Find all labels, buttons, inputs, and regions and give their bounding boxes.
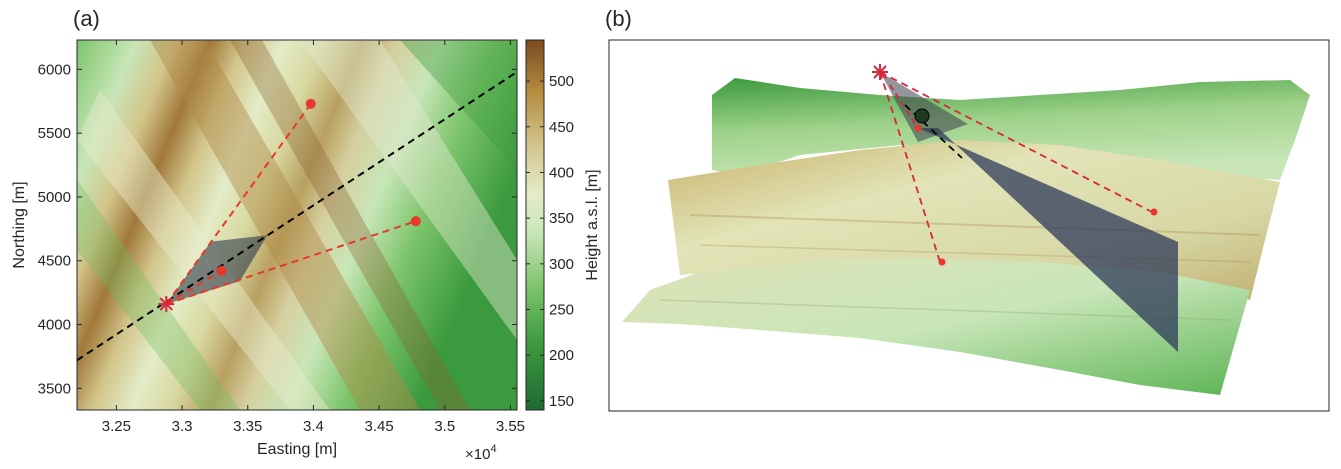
- colorbar-tick-label: 200: [549, 347, 574, 364]
- receiver-marker: [410, 216, 421, 227]
- source-marker: [158, 296, 175, 313]
- y-tick-label: 6000: [38, 61, 71, 78]
- profile-line-3d: [904, 104, 963, 159]
- ray-down: [879, 71, 941, 263]
- y-tick-label: 3500: [38, 380, 71, 397]
- receiver-marker: [216, 265, 227, 276]
- surface-3d: [622, 64, 1310, 395]
- receiver-marker-b-2: [938, 258, 946, 266]
- colorbar-tick-label: 300: [549, 256, 574, 273]
- ridge-band-2: [230, 40, 470, 410]
- x-tick-label: 3.25: [102, 418, 131, 435]
- panel-b-label: (b): [605, 6, 632, 31]
- colorbar-tick-label: 500: [549, 73, 574, 90]
- y-axis-label-a: Northing [m]: [11, 181, 28, 268]
- panel-b: [608, 39, 1330, 412]
- axes-a: 3.25 3.3 3.35 3.4 3.45 3.5 3.55 3500 4000 4500 500…: [38, 40, 525, 435]
- x-axis-label-a: Easting [m]: [257, 441, 337, 458]
- colorbar-label: Height a.s.l. [m]: [584, 169, 601, 280]
- source-marker-b: [872, 64, 888, 80]
- ray-line: [165, 270, 222, 305]
- receiver-marker-b-3: [1150, 208, 1158, 216]
- profile-line: [77, 71, 517, 362]
- colorbar-ticks: 150 200 250 300 350 400 450 500: [526, 73, 574, 410]
- y-tick-label: 5500: [38, 125, 71, 142]
- source-cone: [880, 72, 968, 142]
- y-tick-label: 5000: [38, 189, 71, 206]
- x-multiplier: ×104: [465, 443, 497, 463]
- colorbar-tick-label: 150: [549, 393, 574, 410]
- ray-right: [879, 71, 1153, 213]
- light-band-1: [77, 90, 330, 410]
- receiver-marker: [305, 98, 316, 109]
- surface-shade-1: [689, 214, 1261, 236]
- terrain-background: [77, 40, 517, 410]
- light-band-2: [300, 40, 517, 340]
- green-band-2: [400, 40, 517, 170]
- colorbar-tick-label: 250: [549, 302, 574, 319]
- x-tick-label: 3.4: [303, 418, 324, 435]
- ray-center: [889, 84, 919, 129]
- surface-back: [712, 78, 1310, 180]
- surface-shade-3: [659, 299, 1231, 321]
- colorbar-tick-label: 350: [549, 210, 574, 227]
- y-tick-label: 4500: [38, 253, 71, 270]
- colorbar: [525, 39, 545, 411]
- colorbar-tick-label: 400: [549, 164, 574, 181]
- source-marker-stroke: [159, 297, 174, 311]
- panel-a: 3.25 3.3 3.35 3.4 3.45 3.5 3.55 3500 4000 4500 500…: [11, 39, 601, 463]
- x-tick-label: 3.55: [496, 418, 525, 435]
- receiver-marker-b-1: [914, 124, 922, 132]
- x-tick-label: 3.3: [172, 418, 193, 435]
- surface-front: [622, 258, 1250, 395]
- observer-sphere: [914, 108, 930, 124]
- ray-line: [165, 103, 312, 305]
- terrain-map: [77, 40, 517, 410]
- panel-a-label: (a): [73, 6, 100, 31]
- green-band-1: [77, 180, 240, 410]
- ridge-band-1: [150, 40, 420, 410]
- projection-plane: [918, 128, 1178, 352]
- x-tick-label: 3.45: [364, 418, 393, 435]
- x-tick-label: 3.35: [233, 418, 262, 435]
- colorbar-tick-label: 450: [549, 119, 574, 136]
- overlay-a: [77, 71, 517, 362]
- axes-box-a: [76, 39, 518, 411]
- x-tick-label: 3.5: [434, 418, 455, 435]
- y-tick-label: 4000: [38, 317, 71, 334]
- ray-line: [165, 220, 417, 306]
